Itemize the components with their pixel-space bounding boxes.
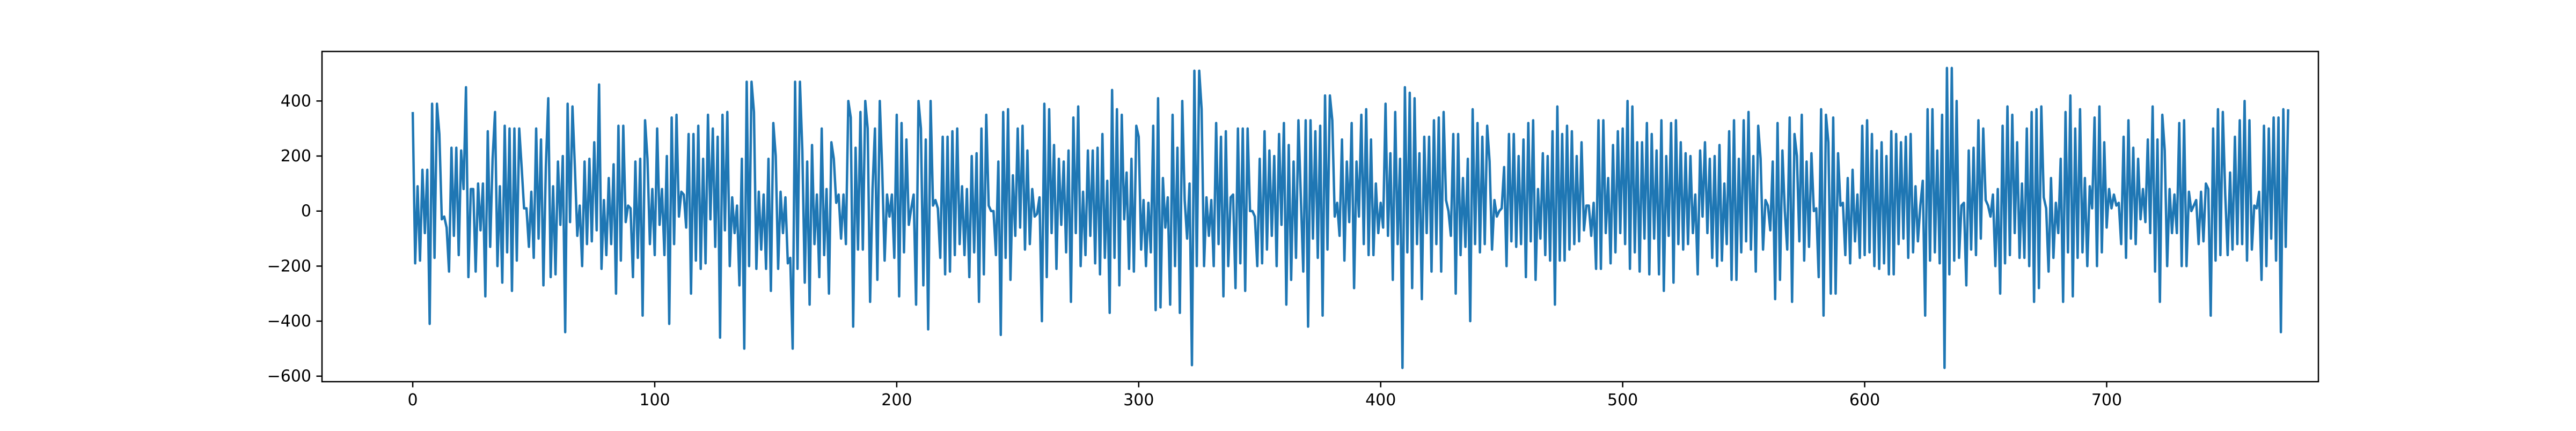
y-tick-label: 400 [281,92,311,110]
x-tick-label: 400 [1365,391,1396,410]
plot-frame [321,50,2319,383]
x-tick-label: 300 [1123,391,1154,410]
x-tick-label: 100 [639,391,670,410]
x-tick-label: 0 [408,391,418,410]
y-tick-label: −400 [267,312,311,331]
series-line-0 [411,66,2289,369]
x-axis: 0 100 200 300 400 500 600 700 [408,382,2122,410]
plot-area [411,66,2289,369]
y-axis: −600 −400 −200 0 200 400 [267,92,322,386]
y-tick-label: −200 [267,257,311,276]
x-tick-label: 500 [1607,391,1638,410]
y-tick-label: 0 [301,202,311,221]
y-tick-label: 200 [281,147,311,166]
y-tick-label: −600 [267,367,311,386]
x-tick-label: 600 [1849,391,1880,410]
x-tick-label: 700 [2091,391,2122,410]
x-tick-label: 200 [881,391,912,410]
